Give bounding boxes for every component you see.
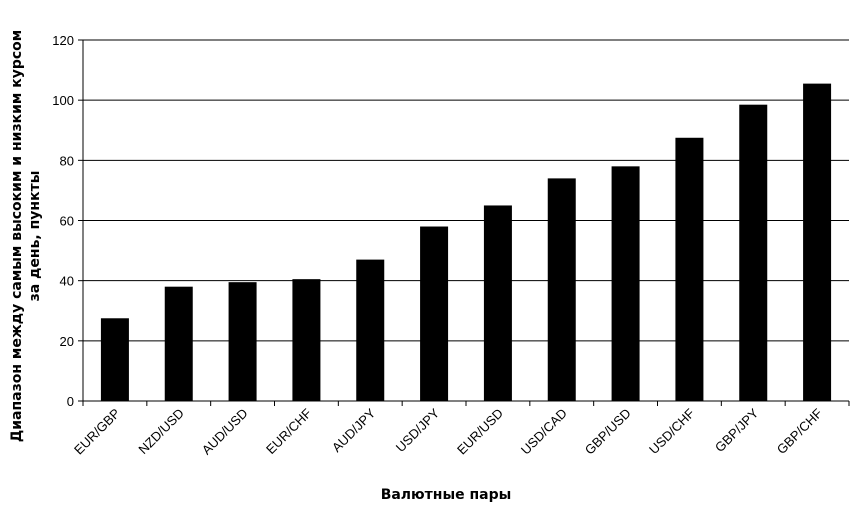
- x-tick-label: EUR/USD: [454, 406, 506, 458]
- x-tick-label: USD/CAD: [518, 406, 570, 458]
- x-tick-label: GBP/CHF: [774, 405, 826, 457]
- y-tick-label: 40: [60, 274, 74, 289]
- y-tick-label: 120: [52, 33, 74, 48]
- y-axis-title-line2: за день, пункты: [27, 171, 43, 302]
- gridlines: [83, 39, 849, 342]
- y-tick-label: 0: [67, 394, 74, 409]
- x-tick-label: GBP/JPY: [712, 405, 762, 455]
- x-tick-labels: EUR/GBP NZD/USD AUD/USD EUR/CHF AUD/JPY USD/J…: [71, 401, 850, 458]
- y-tick-label: 60: [60, 214, 74, 229]
- bar-aud-jpy: [356, 259, 385, 401]
- bars: [100, 83, 832, 402]
- bar-eur-chf: [292, 279, 321, 401]
- y-tick-labels: 0 20 40 60 80 100 120: [52, 33, 83, 409]
- bar-usd-jpy: [420, 226, 449, 401]
- y-tick-label: 80: [60, 153, 74, 168]
- bar-eur-usd: [483, 205, 512, 401]
- bar-nzd-usd: [164, 286, 193, 401]
- x-axis-title: Валютные пары: [381, 487, 512, 503]
- y-tick-label: 20: [60, 334, 74, 349]
- x-tick-label: EUR/CHF: [263, 405, 315, 457]
- bar-aud-usd: [228, 282, 257, 401]
- x-tick-label: USD/JPY: [393, 405, 443, 455]
- y-axis-title-line1: Диапазон между самым высоким и низким ку…: [9, 30, 25, 443]
- x-tick-label: AUD/JPY: [329, 405, 379, 455]
- bar-gbp-chf: [803, 83, 832, 401]
- x-tick-label: GBP/USD: [582, 406, 634, 458]
- x-tick-label: USD/CHF: [646, 405, 698, 457]
- y-tick-label: 100: [52, 93, 74, 108]
- bar-eur-gbp: [100, 318, 129, 401]
- bar-usd-cad: [547, 178, 576, 401]
- bar-gbp-jpy: [739, 104, 768, 401]
- x-tick-label: AUD/USD: [199, 406, 251, 458]
- bar-usd-chf: [675, 137, 704, 402]
- x-tick-label: NZD/USD: [135, 406, 186, 457]
- x-tick-label: EUR/GBP: [71, 406, 123, 458]
- bar-gbp-usd: [611, 166, 640, 401]
